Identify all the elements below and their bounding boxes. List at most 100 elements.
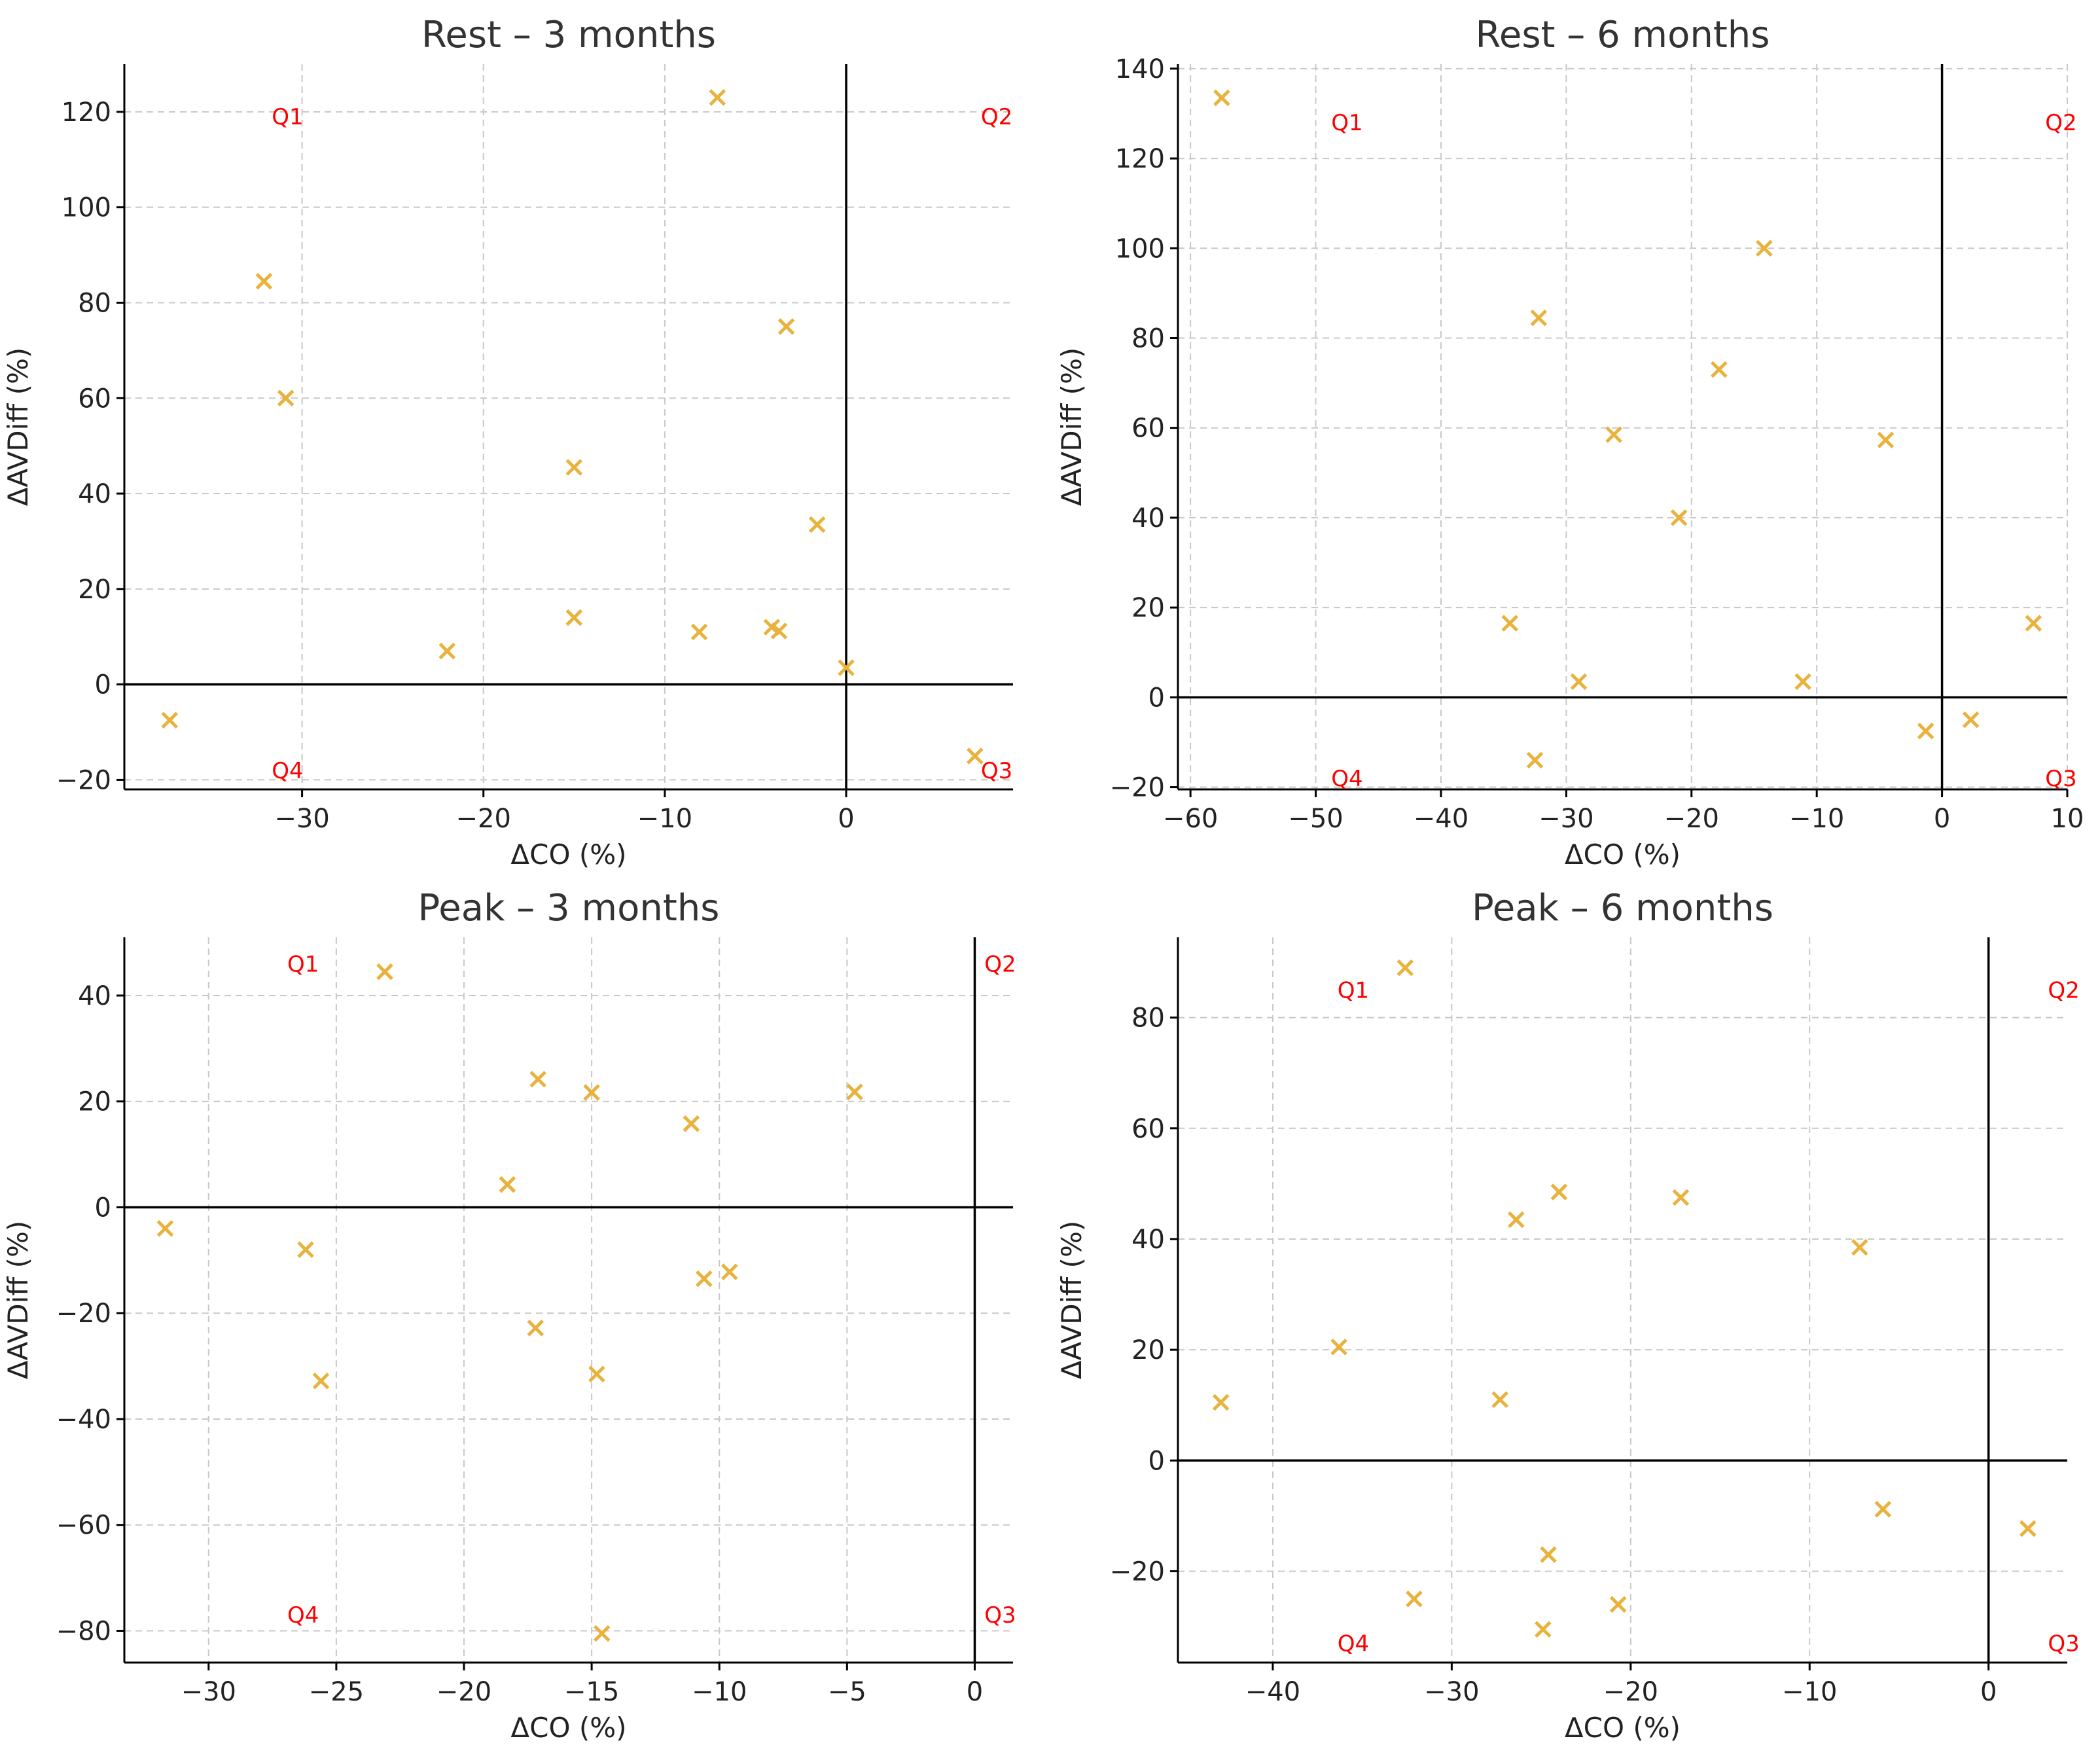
x-axis-label: ΔCO (%) xyxy=(510,1712,626,1744)
marker-stroke xyxy=(1501,615,1519,632)
quadrant-label-q2: Q2 xyxy=(2048,977,2079,1003)
quadrant-label-q2: Q2 xyxy=(2045,110,2076,136)
data-point xyxy=(156,1220,174,1237)
marker-stroke xyxy=(277,389,294,407)
marker-stroke xyxy=(1406,1590,1423,1608)
data-point xyxy=(588,1365,605,1382)
marker-stroke xyxy=(770,622,788,639)
data-point xyxy=(1540,1546,1557,1563)
y-tick-label: 0 xyxy=(95,1193,111,1223)
quadrant-label-q4: Q4 xyxy=(272,758,303,784)
marker-stroke xyxy=(690,623,708,641)
marker-stroke xyxy=(763,619,781,636)
data-point xyxy=(1851,1238,1868,1256)
marker-stroke xyxy=(1397,959,1414,977)
marker-stroke xyxy=(312,1372,330,1390)
quadrant-label-q3: Q3 xyxy=(2045,766,2076,792)
x-tick-label: −50 xyxy=(1288,804,1343,834)
data-point xyxy=(1874,1500,1892,1518)
y-tick-label: −40 xyxy=(56,1405,111,1435)
quadrant-label-q2: Q2 xyxy=(984,951,1016,977)
marker-stroke xyxy=(1605,426,1622,443)
data-point xyxy=(297,1241,314,1258)
quadrant-label-q3: Q3 xyxy=(981,758,1012,784)
marker-stroke xyxy=(499,1176,516,1193)
data-point xyxy=(438,642,456,660)
x-tick-label: −25 xyxy=(309,1677,364,1707)
data-point xyxy=(2025,615,2042,632)
chart-title: Rest – 3 months xyxy=(421,14,716,56)
data-point xyxy=(1526,751,1544,769)
data-point xyxy=(565,609,583,626)
marker-stroke xyxy=(527,1320,544,1337)
marker-stroke xyxy=(846,1083,863,1100)
data-point xyxy=(683,1115,700,1132)
y-tick-label: −20 xyxy=(56,765,111,795)
chart-title: Rest – 6 months xyxy=(1476,14,1770,56)
marker-stroke xyxy=(777,318,795,335)
x-tick-label: −40 xyxy=(1245,1677,1300,1707)
quadrant-label-q4: Q4 xyxy=(1331,766,1362,792)
x-tick-label: −10 xyxy=(637,804,692,834)
y-tick-label: 80 xyxy=(1131,1003,1165,1034)
marker-stroke xyxy=(1609,1596,1627,1613)
data-point xyxy=(838,659,855,676)
marker-stroke xyxy=(438,642,456,660)
data-point xyxy=(690,623,708,641)
x-tick-label: 0 xyxy=(1934,804,1950,834)
data-point xyxy=(1501,615,1519,632)
y-tick-label: 60 xyxy=(78,384,111,414)
marker-stroke xyxy=(1917,723,1934,740)
quadrant-label-q1: Q1 xyxy=(1338,977,1369,1003)
marker-stroke xyxy=(2025,615,2042,632)
marker-stroke xyxy=(529,1070,546,1088)
x-tick-label: 10 xyxy=(2051,804,2084,834)
data-point xyxy=(376,963,393,981)
data-point xyxy=(1570,673,1588,691)
data-point xyxy=(777,318,795,335)
marker-stroke xyxy=(1535,1621,1552,1638)
y-tick-label: −80 xyxy=(56,1616,111,1646)
subplot-1: −30 −20 −10 0 −20 0 20 40 60 80 100 120 Rest – 3 mon… xyxy=(2,14,1013,871)
y-tick-label: 40 xyxy=(78,981,111,1011)
data-point xyxy=(967,747,984,765)
data-point xyxy=(1535,1621,1552,1638)
marker-stroke xyxy=(838,659,855,676)
x-tick-label: −60 xyxy=(1163,804,1218,834)
y-tick-label: 140 xyxy=(1115,54,1165,84)
data-point xyxy=(255,272,273,290)
data-point xyxy=(1605,426,1622,443)
quadrant-label-q4: Q4 xyxy=(1338,1630,1369,1657)
data-point xyxy=(696,1270,713,1288)
y-tick-label: 20 xyxy=(78,1087,111,1117)
marker-stroke xyxy=(1570,673,1588,691)
data-point xyxy=(1609,1596,1627,1613)
marker-stroke xyxy=(1672,1189,1690,1206)
marker-stroke xyxy=(565,459,583,476)
quadrant-label-q4: Q4 xyxy=(287,1602,319,1629)
quadrant-label-q3: Q3 xyxy=(2048,1630,2079,1657)
quadrant-label-q1: Q1 xyxy=(272,104,303,130)
marker-stroke xyxy=(583,1084,600,1101)
marker-stroke xyxy=(1711,361,1728,378)
marker-stroke xyxy=(1530,309,1548,327)
data-point xyxy=(312,1372,330,1390)
data-point xyxy=(2020,1520,2037,1538)
y-tick-label: 40 xyxy=(78,479,111,509)
subplot-2: −60 −50 −40 −30 −20 −10 0 10 −20 0 20 40 60 80 100 120 1… xyxy=(1056,14,2084,871)
x-tick-label: −20 xyxy=(1664,804,1719,834)
x-tick-label: −15 xyxy=(564,1677,619,1707)
data-point xyxy=(161,711,179,729)
marker-stroke xyxy=(161,711,179,729)
x-axis-label: ΔCO (%) xyxy=(1565,838,1681,871)
marker-stroke xyxy=(1670,509,1688,526)
data-point xyxy=(1711,361,1728,378)
marker-stroke xyxy=(588,1365,605,1382)
quadrant-label-q2: Q2 xyxy=(981,104,1012,130)
x-tick-label: −40 xyxy=(1414,804,1468,834)
chart-title: Peak – 6 months xyxy=(1472,887,1773,929)
x-tick-label: −30 xyxy=(1539,804,1593,834)
x-tick-label: 0 xyxy=(1980,1677,1997,1707)
data-point xyxy=(1756,240,1773,257)
data-point xyxy=(1670,509,1688,526)
